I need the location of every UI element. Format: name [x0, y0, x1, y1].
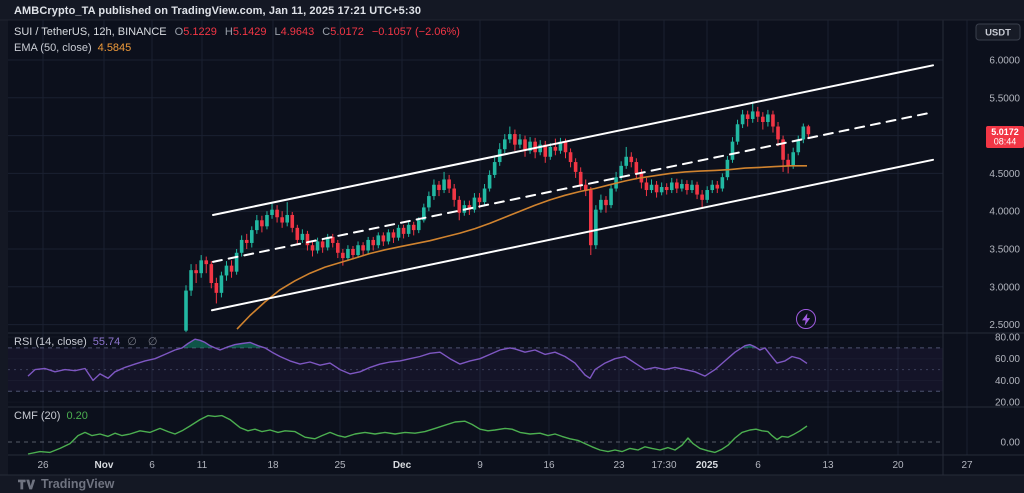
attribution-bar: AMBCrypto_TA published on TradingView.co…	[14, 5, 422, 17]
rsi-legend-value: 55.74	[92, 336, 121, 348]
svg-text:2.5000: 2.5000	[989, 320, 1020, 331]
svg-text:6.0000: 6.0000	[989, 56, 1020, 67]
rsi-line	[27, 338, 808, 382]
ema-legend-value: 4.5845	[97, 42, 132, 54]
overlay-layer	[27, 64, 934, 455]
svg-text:5.0172: 5.0172	[991, 127, 1019, 137]
change-value: −0.1057 (−2.06%)	[371, 26, 460, 38]
price-axis[interactable]	[943, 20, 1024, 455]
ema-legend-title[interactable]: EMA (50, close)	[14, 42, 92, 54]
svg-text:6: 6	[755, 460, 761, 471]
tradingview-logo-text: TradingView	[41, 477, 115, 491]
svg-text:08:44: 08:44	[994, 137, 1017, 147]
svg-text:16: 16	[543, 460, 555, 471]
svg-text:5.5000: 5.5000	[989, 93, 1020, 104]
svg-text:26: 26	[37, 460, 49, 471]
svg-text:20.00: 20.00	[995, 398, 1020, 409]
svg-text:3.0000: 3.0000	[989, 282, 1020, 293]
svg-text:Dec: Dec	[393, 460, 412, 471]
svg-text:11: 11	[197, 460, 208, 471]
candles-layer	[184, 101, 811, 333]
svg-text:0.00: 0.00	[1001, 438, 1021, 449]
rsi-legend-title[interactable]: RSI (14, close)	[14, 336, 87, 348]
svg-text:27: 27	[961, 460, 973, 471]
svg-text:USDT: USDT	[985, 28, 1011, 39]
svg-text:9: 9	[477, 460, 483, 471]
ohlc-values: O5.1229 H5.1429 L4.9643 C5.0172	[174, 26, 364, 38]
symbol-legend: SUI / TetherUS, 12h, BINANCE O5.1229 H5.14…	[14, 25, 460, 57]
svg-text:Nov: Nov	[95, 460, 114, 471]
svg-text:80.00: 80.00	[995, 333, 1020, 344]
svg-text:3.5000: 3.5000	[989, 245, 1020, 256]
rsi-hidden-values: ∅ ∅	[127, 336, 162, 348]
svg-text:13: 13	[822, 460, 834, 471]
svg-text:2025: 2025	[696, 460, 719, 471]
svg-text:23: 23	[613, 460, 625, 471]
svg-text:18: 18	[267, 460, 279, 471]
svg-text:40.00: 40.00	[995, 376, 1020, 387]
tradingview-logo-icon	[18, 479, 35, 489]
lightning-bolt-icon	[801, 312, 810, 326]
svg-text:20: 20	[892, 460, 904, 471]
svg-text:25: 25	[334, 460, 346, 471]
currency-badge: USDT	[975, 23, 1021, 41]
cmf-legend: CMF (20) 0.20	[14, 410, 88, 423]
boost-lightning-icon[interactable]	[796, 309, 816, 329]
svg-text:17:30: 17:30	[651, 460, 676, 471]
tradingview-watermark[interactable]: TradingView	[18, 477, 114, 491]
svg-text:6: 6	[149, 460, 155, 471]
axis-layer: 6.00005.50005.00004.50004.00003.50003.00…	[0, 19, 1024, 476]
time-axis[interactable]	[8, 455, 943, 475]
cmf-legend-title[interactable]: CMF (20)	[14, 410, 61, 422]
svg-text:60.00: 60.00	[995, 354, 1020, 365]
cmf-line	[27, 414, 808, 455]
cmf-legend-value: 0.20	[66, 410, 88, 422]
svg-text:4.5000: 4.5000	[989, 169, 1020, 180]
rsi-legend: RSI (14, close) 55.74 ∅ ∅	[14, 336, 162, 349]
svg-text:4.0000: 4.0000	[989, 207, 1020, 218]
symbol-title[interactable]: SUI / TetherUS, 12h, BINANCE	[14, 26, 167, 38]
